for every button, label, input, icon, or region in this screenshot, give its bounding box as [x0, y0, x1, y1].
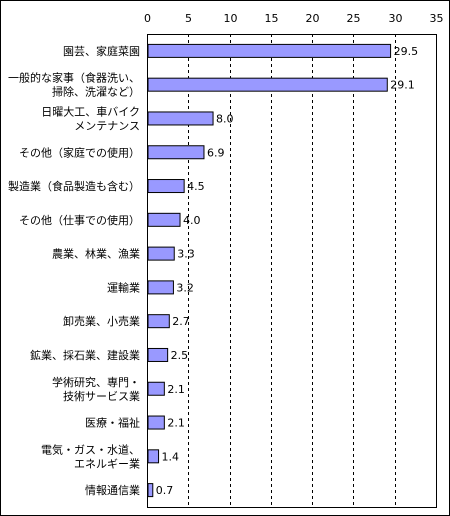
- category-label: 情報通信業: [85, 484, 140, 497]
- category-label: 卸売業、小売業: [63, 314, 140, 328]
- category-label-line: その他（仕事での使用）: [19, 214, 140, 227]
- category-label-line: 電気・ガス・水道、: [41, 442, 140, 456]
- x-tick-label: 15: [265, 12, 279, 25]
- bar: [147, 179, 185, 194]
- value-label: 3.3: [177, 248, 195, 261]
- value-label: 2.5: [171, 349, 189, 362]
- value-label: 8.0: [216, 112, 234, 125]
- category-label-line: 製造業（食品製造も含む）: [8, 179, 140, 193]
- bar: [147, 280, 174, 295]
- category-label: 園芸、家庭菜園: [63, 44, 140, 58]
- value-label: 4.5: [187, 180, 205, 193]
- x-tick-label: 20: [306, 12, 320, 25]
- bar: [147, 314, 170, 329]
- category-label-line: エネルギー業: [74, 457, 140, 470]
- value-label: 29.1: [390, 79, 415, 92]
- value-label: 2.1: [167, 383, 185, 396]
- x-tick-label: 30: [389, 12, 403, 25]
- category-label-line: 一般的な家事（食器洗い、: [8, 71, 140, 85]
- plot-area-border: [147, 34, 437, 508]
- bar: [147, 145, 205, 160]
- x-tick-label: 25: [347, 12, 361, 25]
- gridlines: [188, 34, 396, 507]
- x-tick-label: 5: [185, 12, 192, 25]
- x-tick-label: 0: [144, 12, 151, 25]
- category-label-line: 医療・福祉: [85, 416, 140, 430]
- bars: [147, 43, 392, 498]
- value-label: 0.7: [156, 484, 174, 497]
- category-label-line: 学術研究、専門・: [52, 375, 140, 389]
- value-labels: 29.5 29.1 8.0 6.9 4.5 4.0 3.3 3.2 2.7 2.5 2.1 2.1 1.…: [156, 45, 418, 497]
- category-label: 製造業（食品製造も含む）: [8, 179, 140, 193]
- bar: [147, 212, 181, 227]
- value-label: 29.5: [394, 45, 419, 58]
- category-label: 鉱業、採石業、建設業: [30, 348, 140, 362]
- category-label-line: メンテナンス: [74, 119, 140, 132]
- bar: [147, 381, 165, 396]
- category-label-line: 掃除、洗濯など）: [52, 85, 140, 99]
- bar: [147, 347, 169, 362]
- bar: [147, 449, 160, 464]
- bar: [147, 415, 165, 430]
- category-label: 学術研究、専門・技術サービス業: [52, 375, 140, 403]
- category-label: 電気・ガス・水道、エネルギー業: [41, 442, 140, 470]
- category-label-line: 情報通信業: [85, 484, 140, 497]
- category-label-line: 農業、林業、漁業: [52, 247, 140, 261]
- bar: [147, 111, 214, 126]
- category-label: 一般的な家事（食器洗い、掃除、洗濯など）: [8, 71, 140, 99]
- category-label: 日曜大工、車バイクメンテナンス: [41, 104, 140, 132]
- value-label: 1.4: [162, 450, 180, 463]
- x-tick-label: 10: [224, 12, 238, 25]
- bar: [147, 246, 175, 261]
- category-label-line: 日曜大工、車バイク: [41, 104, 140, 118]
- value-label: 3.2: [176, 281, 194, 294]
- value-label: 6.9: [207, 146, 225, 159]
- category-label-line: 技術サービス業: [63, 390, 140, 403]
- value-label: 4.0: [183, 214, 201, 227]
- x-tick-label: 35: [430, 12, 444, 25]
- value-label: 2.7: [172, 315, 190, 328]
- category-label-line: 鉱業、採石業、建設業: [30, 348, 140, 362]
- value-label: 2.1: [167, 417, 185, 430]
- bar: [147, 483, 154, 498]
- category-label-line: 園芸、家庭菜園: [63, 44, 140, 58]
- category-label: 医療・福祉: [85, 416, 140, 430]
- bar: [147, 77, 388, 92]
- category-label-line: その他（家庭での使用）: [19, 145, 140, 159]
- category-label-line: 卸売業、小売業: [63, 314, 140, 328]
- category-label: その他（仕事での使用）: [19, 214, 140, 227]
- category-label: その他（家庭での使用）: [19, 145, 140, 159]
- category-label: 運輸業: [107, 280, 140, 294]
- category-label: 農業、林業、漁業: [52, 247, 140, 261]
- x-axis-tick-labels: 0 5 10 15 20 25 30 35: [144, 12, 444, 25]
- category-label-line: 運輸業: [107, 280, 140, 294]
- bar: [147, 43, 392, 58]
